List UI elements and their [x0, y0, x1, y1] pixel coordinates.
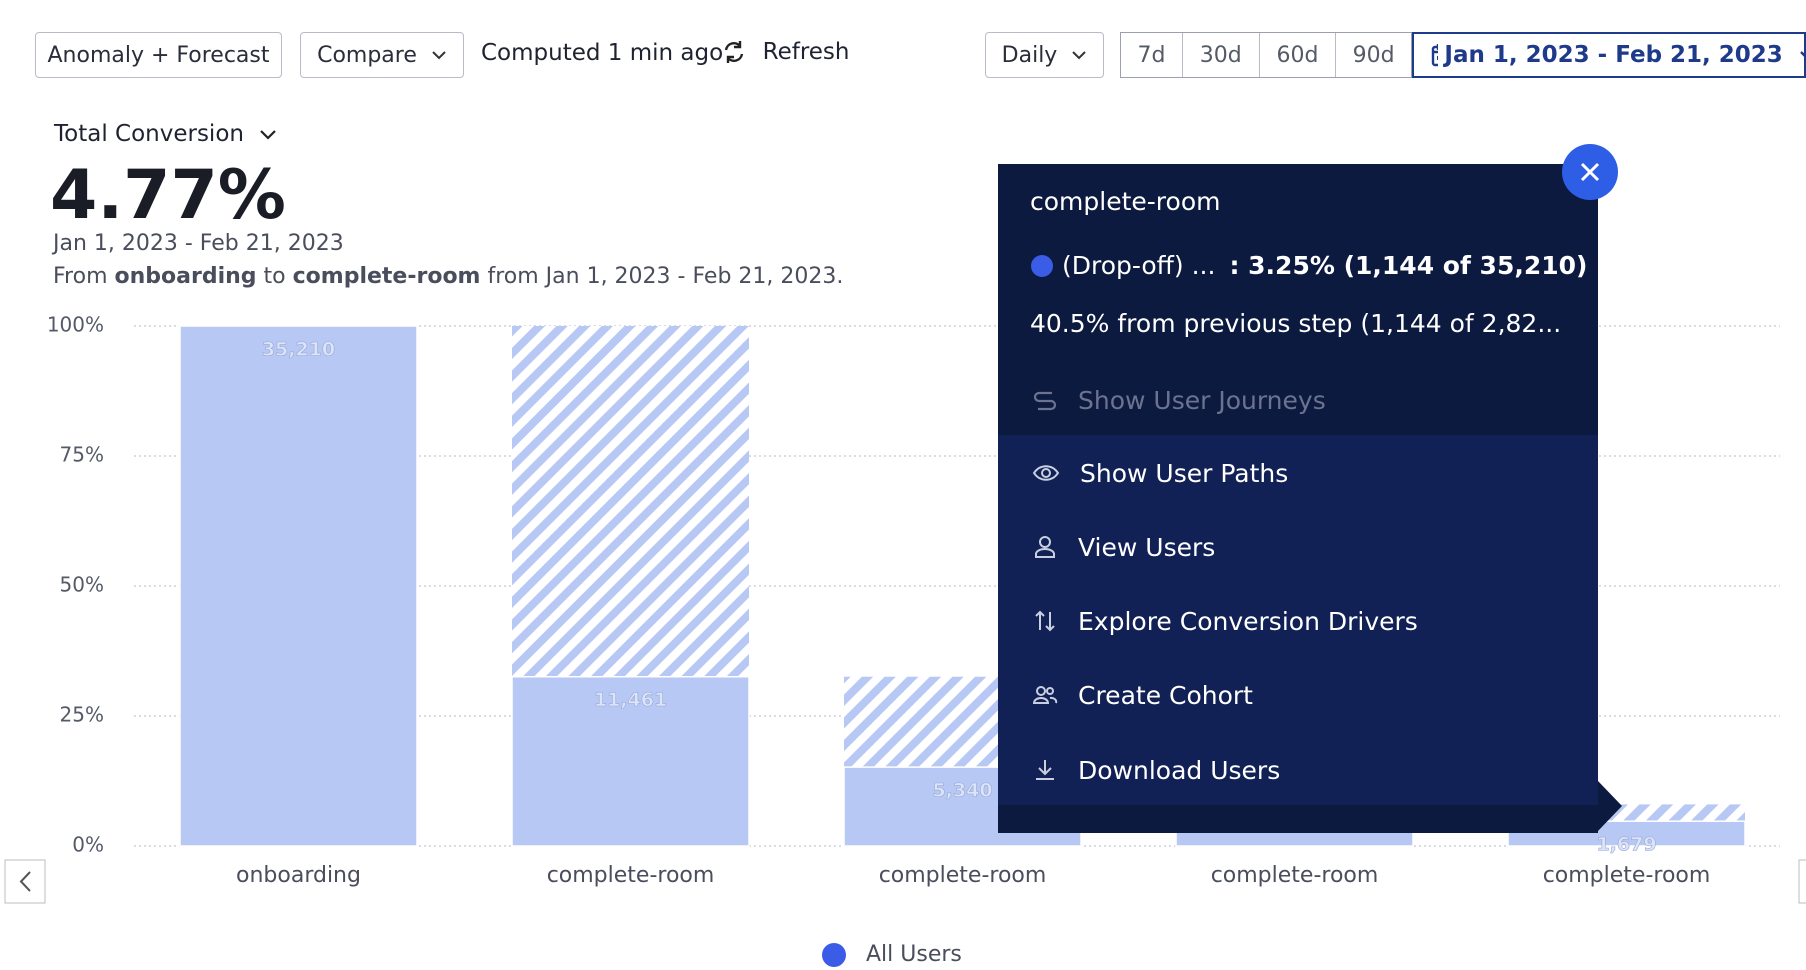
- legend-marker: [822, 943, 846, 967]
- icon: [1032, 465, 1060, 481]
- range-buttons: 7d 30d 60d 90d: [1120, 32, 1412, 78]
- computed-status: Computed 1 min ago: [481, 40, 724, 66]
- range-button[interactable]: 30d: [1183, 33, 1260, 77]
- label: Download Users: [1078, 755, 1281, 785]
- y-tick-label: 100%: [47, 313, 104, 337]
- value-label: 35,210: [262, 339, 335, 361]
- x-tick-label: onboarding: [236, 863, 361, 888]
- legend-label: All Users: [866, 942, 962, 967]
- icon: [1036, 760, 1054, 780]
- label: Total Conversion: [54, 121, 244, 147]
- label: Show User Paths: [1080, 458, 1289, 488]
- chevron: [1072, 51, 1087, 60]
- icon: [1035, 536, 1055, 558]
- close-button[interactable]: [1561, 143, 1619, 201]
- menu-item[interactable]: View Users: [998, 510, 1598, 584]
- value-label: 5,340: [932, 780, 992, 802]
- icon: [1035, 610, 1055, 632]
- tooltip-series: (Drop-off) ... : 3.25% (1,144 of 35,210): [1030, 251, 1587, 280]
- arrow-icon: [19, 871, 31, 892]
- y-tick-label: 50%: [60, 573, 104, 597]
- value-label: 1,679: [1596, 834, 1656, 856]
- series-label: (Drop-off) ...: [1062, 251, 1216, 280]
- series-dot: [1031, 254, 1053, 277]
- label: Compare: [317, 42, 417, 68]
- range-button[interactable]: 7d: [1121, 33, 1183, 77]
- event: complete-room: [292, 264, 481, 289]
- text: to: [256, 264, 293, 289]
- y-tick-label: 0%: [72, 833, 104, 857]
- interval-select[interactable]: Daily: [985, 32, 1104, 78]
- x-tick-label: complete-room: [879, 863, 1047, 888]
- metric-date: Jan 1, 2023 - Feb 21, 2023: [53, 231, 344, 256]
- label: Create Cohort: [1078, 680, 1253, 710]
- x-tick-label: complete-room: [1211, 863, 1379, 888]
- date-picker[interactable]: Jan 1, 2023 - Feb 21, 2023: [1412, 32, 1806, 78]
- menu-item[interactable]: Explore Conversion Drivers: [998, 584, 1598, 658]
- bar: [179, 325, 418, 847]
- calendar-icon: [1431, 44, 1439, 67]
- tooltip: complete-room (Drop-off) ... : 3.25% (1,1…: [998, 164, 1598, 833]
- y-tick-label: 75%: [60, 443, 104, 467]
- chevron: [432, 51, 446, 60]
- menu-background: [998, 435, 1598, 805]
- menu-item-disabled: Show User Journeys: [998, 363, 1598, 437]
- series-value: : 3.25% (1,144 of 35,210): [1229, 251, 1588, 280]
- menu-item[interactable]: Download Users: [998, 733, 1598, 807]
- text: From: [53, 264, 115, 289]
- scroll-right[interactable]: [1798, 859, 1806, 904]
- x-tick-label: complete-room: [547, 863, 715, 888]
- metric-description: From onboarding to complete-room from Ja…: [53, 264, 843, 289]
- tooltip-pointer: [1598, 781, 1622, 831]
- y-tick-label: 25%: [60, 703, 104, 727]
- x-tick-label: complete-room: [1543, 863, 1711, 888]
- label: Daily: [1001, 42, 1058, 68]
- hatched-bar: [512, 326, 749, 677]
- chevron: [1799, 51, 1804, 57]
- icon: [1033, 391, 1057, 411]
- label: Show User Journeys: [1078, 385, 1326, 415]
- label: Jan 1, 2023 - Feb 21, 2023: [1444, 42, 1783, 68]
- refresh-icon: [724, 41, 744, 63]
- text: from Jan 1, 2023 - Feb 21, 2023.: [480, 264, 844, 289]
- label: View Users: [1078, 532, 1216, 562]
- label: Explore Conversion Drivers: [1078, 606, 1418, 636]
- icon: [1032, 686, 1058, 704]
- previous-step: 40.5% from previous step (1,144 of 2,82.…: [1030, 309, 1562, 338]
- range-button[interactable]: 60d: [1260, 33, 1337, 77]
- menu-item[interactable]: Create Cohort: [998, 658, 1598, 732]
- anomaly-button[interactable]: Anomaly + Forecast: [35, 32, 282, 78]
- label: Refresh: [762, 39, 850, 65]
- range-button[interactable]: 90d: [1352, 42, 1395, 68]
- compare-button[interactable]: Compare: [300, 32, 464, 78]
- bar: [511, 675, 750, 847]
- refresh-button[interactable]: Refresh: [720, 38, 849, 66]
- event: onboarding: [114, 264, 257, 289]
- menu-item[interactable]: Show User Paths: [998, 436, 1598, 510]
- metric-select[interactable]: Total Conversion: [54, 121, 277, 147]
- metric-value: 4.77%: [50, 156, 286, 235]
- value-label: 11,461: [594, 689, 667, 711]
- tooltip-title: complete-room: [1030, 187, 1221, 216]
- scroll-left[interactable]: [4, 859, 46, 904]
- chevron: [259, 129, 276, 140]
